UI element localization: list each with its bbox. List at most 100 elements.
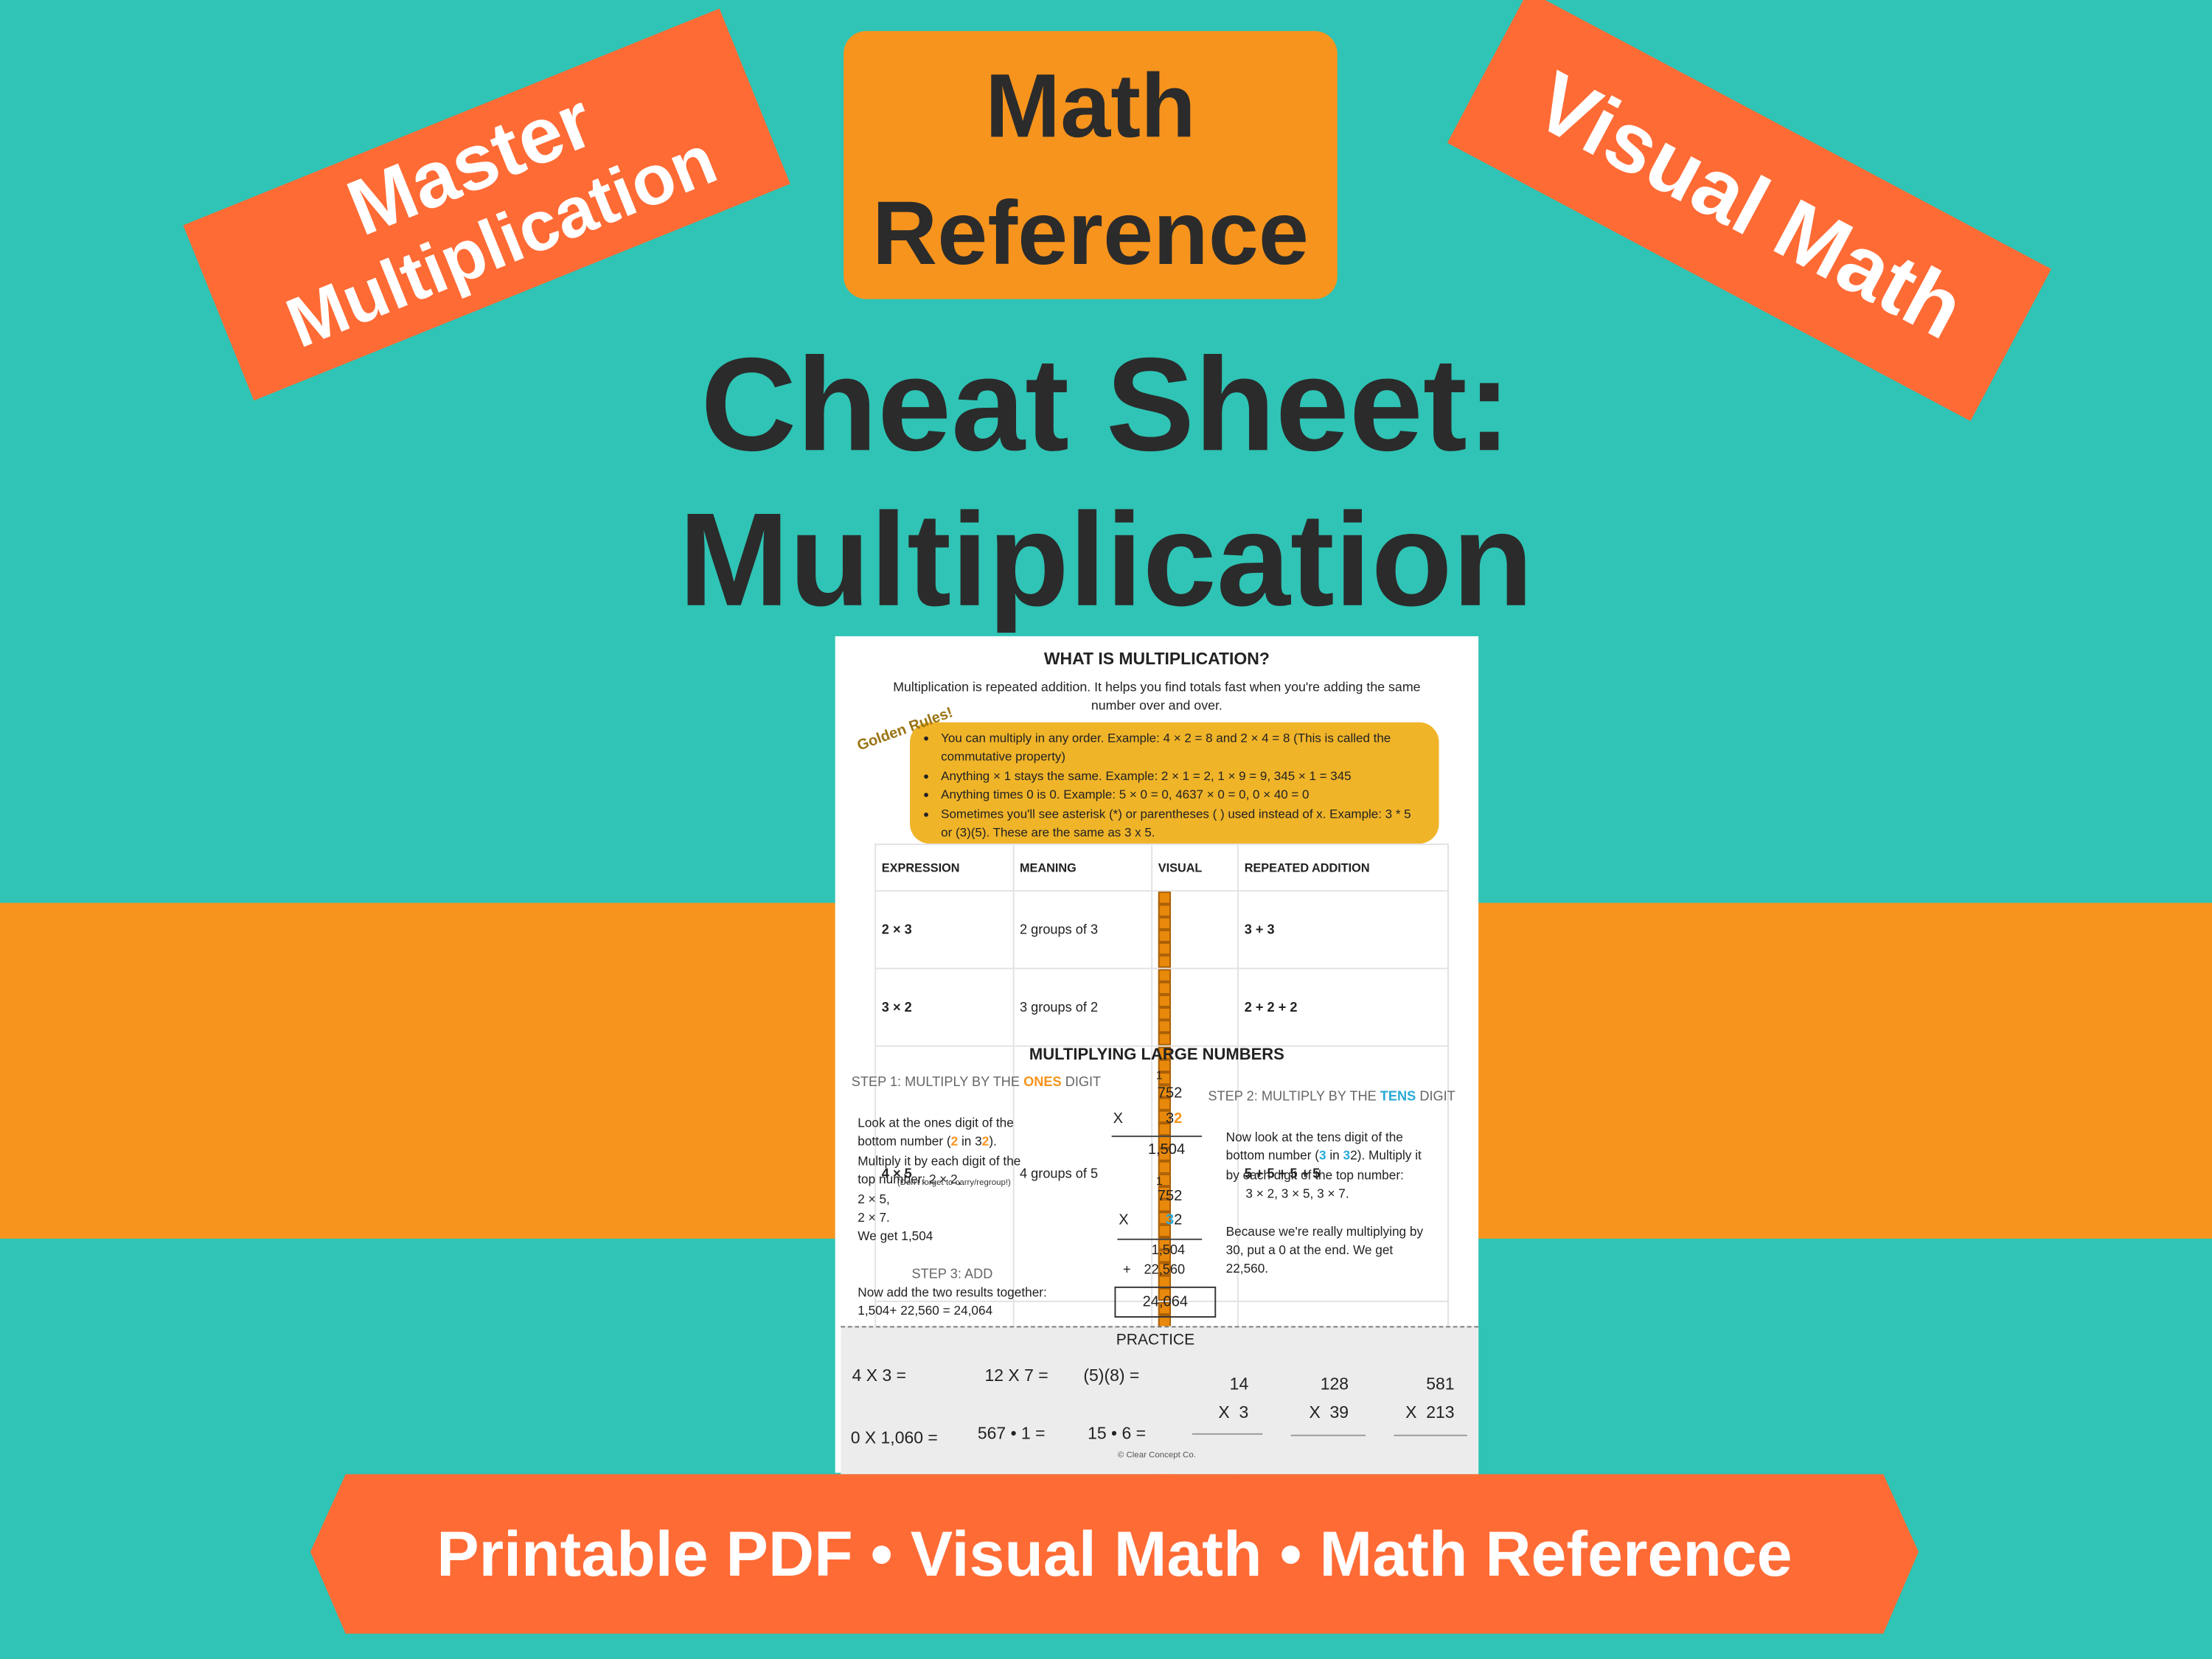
badge-reference: Math Reference — [844, 31, 1338, 299]
square — [1158, 1224, 1172, 1237]
cheat-sheet: WHAT IS MULTIPLICATION? Multiplication i… — [835, 636, 1479, 1558]
square — [1158, 1020, 1172, 1033]
group — [1158, 1046, 1232, 1110]
lines: Multiply it by each digit of the — [858, 1153, 1021, 1168]
square — [1158, 1161, 1172, 1174]
total: 24,064 — [1114, 1286, 1217, 1318]
rules: Anything times 0 is 0. Example: 5 × 0 = … — [941, 786, 1425, 805]
visual — [1151, 1045, 1239, 1302]
lines: bottom number ( — [1225, 1149, 1319, 1164]
heading: PRACTICE — [1116, 1332, 1195, 1349]
rule-line — [1117, 1238, 1203, 1240]
group — [1158, 1173, 1232, 1237]
lines: Because we're really multiplying by — [1225, 1224, 1424, 1239]
square — [1158, 929, 1172, 943]
golden-rules-box: You can multiply in any order. Example: … — [910, 722, 1439, 844]
square — [1158, 1199, 1172, 1212]
square — [1158, 942, 1172, 956]
heading: STEP 3: ADD — [911, 1267, 993, 1283]
top: 752 — [1157, 1187, 1183, 1205]
table-header: VISUAL — [1151, 844, 1239, 892]
rule-line — [1111, 1135, 1203, 1138]
lines: 1,504+ 22,560 = 24,064 — [858, 1304, 993, 1318]
lines: ). — [989, 1135, 997, 1150]
repeated-addition: 2 + 2 + 2 — [1237, 967, 1449, 1047]
step-heading: STEP 1: MULTIPLY BY THE ONES DIGIT — [849, 1074, 1103, 1093]
inline: (5)(8) = — [1083, 1366, 1140, 1385]
square — [1158, 1046, 1172, 1060]
title-line: Cheat Sheet: — [700, 330, 1512, 479]
square — [1158, 1032, 1172, 1046]
lines: We get 1,504 — [858, 1229, 933, 1244]
intro: Multiplication is repeated addition. It … — [893, 680, 1421, 713]
bottom: 3 — [1165, 1110, 1175, 1127]
result: 1,504 — [1147, 1141, 1186, 1158]
lines: ). Multiply it — [1357, 1149, 1422, 1164]
large-heading: MULTIPLYING LARGE NUMBERS — [1029, 1046, 1284, 1064]
plus: + — [1122, 1262, 1131, 1279]
rule-line — [1394, 1434, 1467, 1436]
square — [1158, 1110, 1172, 1123]
lines: bottom number ( — [858, 1135, 951, 1150]
lines: 3 × 2, 3 × 5, 3 × 7. — [1245, 1186, 1349, 1201]
visual — [1151, 890, 1239, 970]
practice-area: PRACTICE 4 X 3 = 12 X 7 = (5)(8) = 0 X 1… — [841, 1326, 1479, 1475]
rules: You can multiply in any order. Example: … — [941, 729, 1425, 767]
inline: 12 X 7 = — [984, 1366, 1048, 1385]
thead: EXPRESSION MEANING VISUAL REPEATED ADDITION — [874, 844, 1449, 892]
square — [1158, 969, 1172, 982]
inline: 567 • 1 = — [977, 1423, 1046, 1444]
heading: TENS — [1380, 1089, 1416, 1105]
lines: 22,560. — [1225, 1262, 1269, 1276]
square — [1158, 1007, 1172, 1020]
visual-groups — [1158, 969, 1232, 1046]
group — [1158, 1020, 1232, 1046]
visual-groups — [1158, 891, 1232, 968]
partial2: 22,560 — [1144, 1262, 1186, 1279]
square — [1158, 1262, 1172, 1276]
div: bottom number (2 in 32). — [858, 1133, 1097, 1152]
heading: STEP 1: MULTIPLY BY THE — [851, 1074, 1024, 1091]
square — [1158, 1250, 1172, 1263]
top: 752 — [1157, 1085, 1183, 1102]
reference: Reference — [872, 181, 1310, 284]
note: (Don't forget to carry/regroup!) — [897, 1179, 1011, 1188]
lines: 3 — [1343, 1149, 1351, 1164]
square — [1158, 981, 1172, 995]
times: X — [1113, 1110, 1123, 1127]
group — [1158, 1237, 1232, 1301]
heading: STEP 2: MULTIPLY BY THE — [1208, 1089, 1380, 1105]
square — [1158, 917, 1172, 930]
heading: DIGIT — [1061, 1074, 1102, 1091]
square — [1158, 955, 1172, 968]
abs: 32 — [1112, 1211, 1182, 1229]
inline: 15 • 6 = — [1088, 1423, 1147, 1444]
square — [1158, 1072, 1172, 1085]
square — [1158, 891, 1172, 905]
lines: Look at the ones digit of the — [858, 1116, 1014, 1130]
lines: 30, put a 0 at the end. We get — [1225, 1242, 1394, 1257]
square — [1158, 1085, 1172, 1098]
bottom: 3 — [1165, 1211, 1175, 1229]
rules: Anything × 1 stays the same. Example: 2 … — [941, 767, 1425, 786]
heading: WHAT IS MULTIPLICATION? — [1043, 649, 1270, 669]
lines: Now add the two results together: — [858, 1284, 1047, 1300]
lines: 2 × 7. — [858, 1210, 890, 1225]
lines: 3 — [1318, 1149, 1326, 1164]
carry: 1 — [1156, 1175, 1163, 1188]
top: 581 — [1426, 1374, 1455, 1394]
square — [1158, 1173, 1172, 1187]
bottom: X 213 — [1405, 1402, 1455, 1422]
lines: 2 — [981, 1135, 990, 1150]
heading: DIGIT — [1416, 1089, 1455, 1105]
copyright: © Clear Concept Co. — [1117, 1451, 1196, 1461]
partial1: 1,504 — [1151, 1242, 1186, 1259]
group — [1158, 994, 1232, 1020]
rules-list: You can multiply in any order. Example: … — [910, 723, 1439, 843]
carry: 1 — [1156, 1069, 1163, 1082]
visual — [1151, 967, 1239, 1047]
